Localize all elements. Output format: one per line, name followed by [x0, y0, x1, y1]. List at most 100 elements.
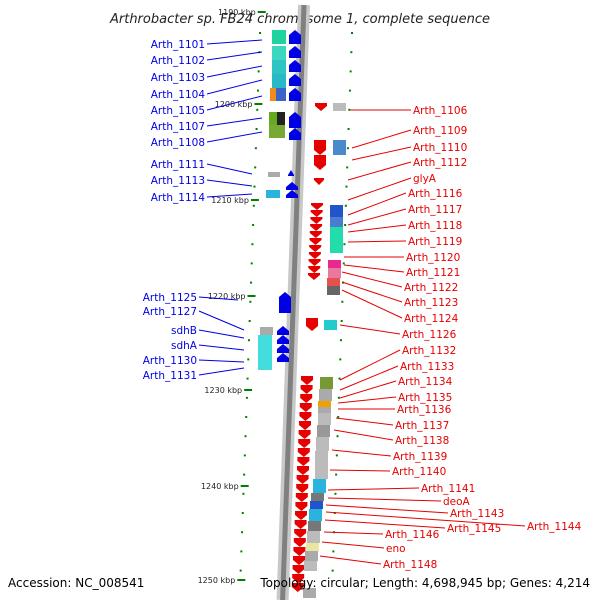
cog-color-boxes — [258, 30, 346, 598]
reverse-gene-arrow — [295, 511, 307, 520]
accession-text: Accession: NC_008541 — [8, 576, 144, 590]
right-gene-label: Arth_1118 — [408, 220, 462, 232]
kbp-tick-label: 1230 kbp — [204, 386, 242, 395]
right-gene-label: Arth_1137 — [395, 420, 449, 432]
cog-color-box — [319, 389, 332, 401]
right-connector-line — [341, 281, 403, 303]
cog-color-box — [311, 493, 324, 501]
minor-tick — [251, 243, 254, 246]
reverse-gene-arrow — [308, 273, 320, 280]
tick-layer: 1190 kbp 1200 kbp 1210 kbp 1220 kbp 1230 kbp… — [198, 8, 354, 585]
chromosome-backbone — [276, 4, 310, 600]
reverse-gene-arrow — [295, 502, 308, 511]
kbp-tick-label: 1190 kbp — [218, 8, 256, 17]
reverse-gene-arrow — [291, 583, 304, 592]
right-connector-line — [339, 324, 401, 335]
left-connector-line — [206, 51, 263, 61]
forward-gene-arrow — [277, 326, 289, 335]
cog-color-box — [328, 268, 341, 278]
forward-gene-arrow — [277, 353, 289, 362]
minor-tick — [239, 569, 242, 572]
reverse-gene-arrow — [299, 403, 312, 412]
cog-color-box — [304, 561, 317, 571]
right-gene-label: Arth_1139 — [393, 451, 447, 463]
minor-tick — [331, 569, 334, 572]
reverse-gene-arrow — [296, 475, 309, 484]
right-gene-label: Arth_1135 — [398, 392, 452, 404]
minor-tick — [245, 396, 248, 399]
forward-gene-arrow — [289, 112, 301, 128]
cog-color-box — [327, 278, 340, 286]
right-connector-line — [347, 161, 412, 181]
minor-tick — [245, 416, 248, 418]
right-connector-line — [339, 349, 401, 381]
reverse-gene-arrow — [300, 394, 313, 403]
right-connector-line — [333, 429, 394, 441]
right-connector-line — [343, 264, 405, 273]
minor-tick — [337, 416, 340, 418]
minor-tick — [254, 166, 257, 169]
reverse-gene-arrow — [310, 210, 323, 217]
right-gene-label: Arth_1122 — [404, 282, 458, 294]
minor-tick — [259, 32, 262, 34]
right-gene-label: Arth_1144 — [527, 521, 582, 533]
right-connector-line — [341, 289, 403, 319]
gene-features — [277, 30, 327, 592]
cog-color-box — [317, 425, 330, 437]
left-connector-line — [198, 359, 245, 363]
reverse-gene-arrow — [298, 430, 311, 439]
minor-tick — [335, 473, 338, 476]
right-connector-line — [351, 146, 412, 161]
right-connector-lines — [319, 109, 526, 565]
left-gene-label: Arth_1101 — [151, 39, 205, 51]
left-connector-lines — [198, 39, 263, 376]
minor-tick — [252, 224, 255, 226]
reverse-gene-arrow — [309, 245, 322, 252]
minor-tick — [249, 300, 252, 303]
right-connector-line — [347, 208, 407, 226]
right-connector-line — [339, 380, 397, 399]
right-gene-label: Arth_1110 — [413, 142, 467, 154]
reverse-gene-arrow — [311, 203, 323, 210]
right-gene-label: Arth_1140 — [392, 466, 446, 478]
reverse-gene-arrow — [308, 252, 321, 259]
reverse-gene-arrow — [295, 493, 308, 502]
reverse-gene-arrow — [293, 547, 306, 556]
reverse-gene-arrow — [314, 178, 324, 185]
left-connector-line — [198, 296, 239, 301]
right-connector-line — [327, 487, 420, 491]
right-connector-line — [337, 396, 397, 404]
reverse-gene-arrow — [299, 421, 311, 430]
right-gene-label: Arth_1145 — [447, 523, 501, 535]
forward-gene-arrow — [289, 60, 301, 72]
right-gene-label: Arth_1124 — [404, 313, 459, 325]
cog-color-box — [266, 190, 280, 198]
minor-tick — [348, 89, 351, 92]
left-gene-label: Arth_1104 — [151, 89, 206, 101]
reverse-gene-arrow — [292, 574, 305, 583]
right-gene-label: Arth_1116 — [408, 188, 463, 200]
left-connector-line — [206, 117, 263, 127]
left-gene-label: Arth_1127 — [143, 306, 197, 318]
cog-color-box — [270, 88, 276, 101]
cog-color-box — [316, 437, 329, 451]
minor-tick — [241, 512, 244, 514]
right-gene-labels: Arth_1106 Arth_1109 Arth_1110 Arth_1112 glyA… — [383, 105, 582, 571]
reverse-gene-arrow — [294, 529, 307, 538]
minor-tick — [347, 128, 350, 130]
reverse-gene-arrow — [314, 140, 326, 155]
backbone-line — [280, 4, 307, 600]
right-gene-label: Arth_1123 — [404, 297, 458, 309]
reverse-gene-arrow — [296, 484, 309, 493]
minor-tick — [339, 358, 342, 361]
forward-gene-arrow — [289, 74, 301, 86]
reverse-gene-arrow — [309, 231, 322, 238]
minor-tick — [248, 320, 251, 322]
minor-tick — [250, 262, 253, 265]
minor-tick — [335, 454, 338, 457]
kbp-tick-label: 1210 kbp — [211, 196, 249, 205]
right-gene-label: Arth_1117 — [408, 204, 462, 216]
cog-color-box — [272, 74, 286, 88]
reverse-gene-arrow — [292, 565, 305, 574]
reverse-gene-arrow — [297, 448, 310, 457]
